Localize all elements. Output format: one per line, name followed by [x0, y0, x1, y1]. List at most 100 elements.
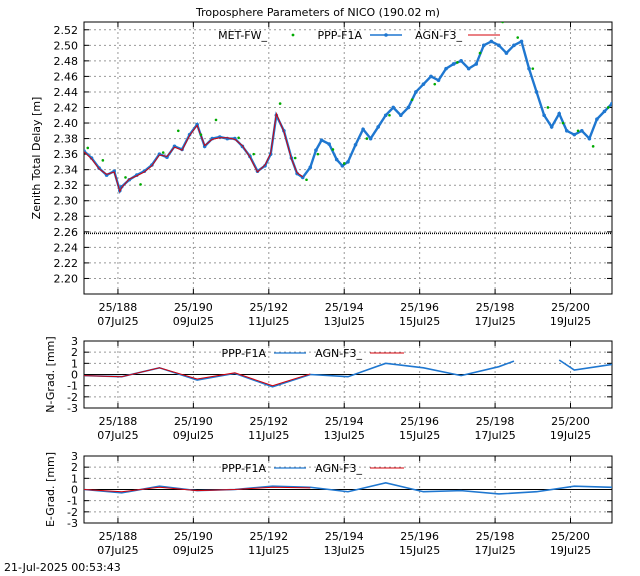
- x-tick-label-date: 09Jul25: [173, 544, 214, 557]
- y-tick-label: 2: [71, 346, 78, 359]
- legend-ppp-label: PPP-F1A: [222, 462, 267, 475]
- met-point: [591, 145, 595, 148]
- x-tick-label-date: 09Jul25: [173, 429, 214, 442]
- legend-agn-label: AGN-F3_: [315, 347, 362, 360]
- y-tick-label: 2.26: [54, 226, 79, 239]
- ppp-point: [406, 105, 411, 110]
- met-point: [546, 106, 550, 109]
- x-tick-label-doy: 25/190: [174, 301, 213, 314]
- x-tick-label-doy: 25/198: [476, 415, 515, 428]
- agn-line: [84, 486, 311, 493]
- x-tick-label-doy: 25/192: [249, 301, 288, 314]
- x-tick-label-date: 11Jul25: [248, 315, 289, 328]
- ppp-point: [572, 132, 577, 137]
- met-point: [124, 176, 127, 179]
- y-tick-label: -1: [67, 495, 78, 508]
- ppp-point: [481, 43, 486, 48]
- timestamp: 21-Jul-2025 00:53:43: [4, 561, 121, 574]
- ppp-point: [466, 66, 471, 71]
- ppp-point: [527, 66, 531, 71]
- met-point: [176, 129, 180, 133]
- met-point: [576, 129, 580, 133]
- y-tick-label: 2.42: [54, 101, 79, 114]
- y-tick-label: 3: [71, 335, 78, 348]
- chart-title: Troposphere Parameters of NICO (190.02 m…: [195, 6, 440, 19]
- ppp-point: [361, 127, 365, 132]
- ppp-point: [489, 39, 494, 44]
- ppp-point: [319, 138, 324, 142]
- ppp-point: [414, 90, 418, 94]
- x-tick-label-date: 11Jul25: [248, 544, 289, 557]
- plot-area: [84, 359, 612, 388]
- y-tick-label: 1: [71, 357, 78, 370]
- ppp-point: [444, 66, 448, 71]
- ppp-point: [376, 125, 380, 129]
- met-point: [410, 98, 414, 102]
- x-tick-label-date: 13Jul25: [324, 544, 365, 557]
- met-point: [161, 151, 165, 154]
- ppp-point: [512, 43, 516, 48]
- x-tick-label-doy: 25/188: [99, 301, 138, 314]
- met-point: [516, 36, 520, 39]
- x-tick-label-date: 19Jul25: [550, 315, 591, 328]
- ppp-point: [595, 117, 599, 121]
- x-tick-label-date: 07Jul25: [97, 315, 138, 328]
- x-tick-label-date: 19Jul25: [550, 544, 591, 557]
- legend-ppp-marker: [384, 33, 388, 37]
- ppp-point: [340, 163, 345, 168]
- x-tick-label-doy: 25/188: [99, 415, 138, 428]
- ppp-line: [84, 481, 612, 495]
- y-tick-label: 2.24: [54, 241, 79, 254]
- met-point: [252, 152, 256, 156]
- y-tick-label: 2.40: [54, 117, 79, 130]
- ppp-point: [334, 157, 339, 162]
- ppp-point: [519, 39, 524, 44]
- met-point: [86, 146, 90, 150]
- ppp-point: [534, 90, 539, 94]
- x-tick-label-date: 09Jul25: [173, 315, 214, 328]
- y-tick-label: 2.44: [54, 86, 79, 99]
- met-point: [278, 102, 282, 105]
- y-tick-label: 2.32: [54, 179, 79, 192]
- x-tick-label-date: 07Jul25: [97, 544, 138, 557]
- ppp-line: [84, 360, 515, 388]
- x-tick-label-date: 07Jul25: [97, 429, 138, 442]
- y-axis-label: N-Grad. [mm]: [44, 336, 57, 412]
- x-tick-label-doy: 25/196: [400, 530, 439, 543]
- ppp-point: [602, 109, 607, 114]
- ppp-point: [564, 129, 569, 133]
- ppp-point: [549, 125, 554, 129]
- ppp-point: [580, 129, 584, 133]
- legend-ppp-label: PPP-F1A: [318, 29, 363, 42]
- met-point: [101, 159, 105, 162]
- ppp-point: [474, 62, 479, 66]
- plot-area: [84, 22, 612, 235]
- y-tick-label: 2.52: [54, 24, 79, 37]
- met-point: [561, 121, 565, 125]
- y-axis-label: Zenith Total Delay [m]: [30, 97, 43, 220]
- x-tick-label-doy: 25/190: [174, 415, 213, 428]
- legend-met-label: MET-FW_: [218, 29, 267, 42]
- ppp-point: [353, 142, 358, 147]
- met-point: [331, 148, 335, 151]
- x-tick-label-date: 11Jul25: [248, 429, 289, 442]
- y-tick-label: 2.22: [54, 257, 79, 270]
- legend-ppp-label: PPP-F1A: [222, 347, 267, 360]
- x-tick-label-date: 17Jul25: [474, 315, 515, 328]
- ppp-point: [383, 113, 388, 118]
- met-point: [433, 82, 437, 86]
- x-tick-label-doy: 25/200: [551, 530, 590, 543]
- y-tick-label: 0: [71, 369, 78, 382]
- y-tick-label: -1: [67, 380, 78, 393]
- y-tick-label: 3: [71, 450, 78, 463]
- met-point: [388, 113, 391, 117]
- met-point: [199, 133, 203, 136]
- x-tick-label-date: 19Jul25: [550, 429, 591, 442]
- y-tick-label: 0: [71, 484, 78, 497]
- x-tick-label-date: 15Jul25: [399, 544, 440, 557]
- agn-line: [84, 367, 311, 387]
- ppp-point: [421, 82, 426, 86]
- x-tick-label-date: 17Jul25: [474, 544, 515, 557]
- y-tick-label: 2.28: [54, 210, 79, 223]
